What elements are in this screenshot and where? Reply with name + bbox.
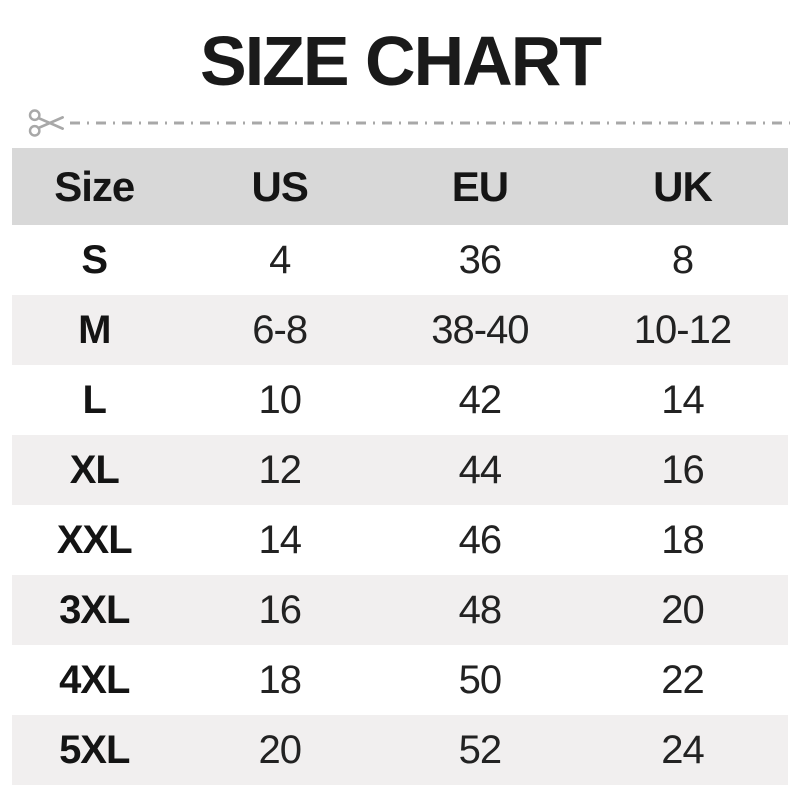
cell-us: 14 [258,517,302,562]
cell-eu: 36 [458,237,503,282]
cell-size: 4XL [59,657,130,702]
table-row-xxl: XXL 14 46 18 [12,505,788,575]
cell-size: 5XL [59,727,130,772]
cell-size: XL [69,447,120,492]
cell-eu: 38-40 [431,307,529,352]
cell-uk: 22 [661,657,705,702]
cell-eu: 50 [458,657,503,702]
cell-eu: 42 [458,377,503,422]
cell-us: 10 [258,377,302,422]
cell-uk: 8 [671,237,694,282]
cell-size: M [78,307,111,352]
cut-line [28,104,790,142]
cell-us: 16 [258,587,302,632]
header-us: US [176,148,383,225]
cell-size: 3XL [59,587,130,632]
cell-size: L [82,377,107,422]
cell-uk: 18 [661,517,705,562]
cell-eu: 44 [458,447,503,492]
cell-us: 4 [269,237,291,282]
table-row-xl: XL 12 44 16 [12,435,788,505]
cell-uk: 16 [661,447,705,492]
page-title: SIZE CHART [200,22,602,100]
cell-eu: 48 [458,587,503,632]
table-row-4xl: 4XL 18 50 22 [12,645,788,715]
header-eu: EU [382,148,577,225]
cell-us: 18 [258,657,302,702]
scissors-icon [28,109,64,137]
table-row-5xl: 5XL 20 52 24 [12,715,788,785]
cell-us: 6-8 [252,307,308,352]
cell-size: XXL [56,517,133,562]
cell-uk: 24 [661,727,705,772]
cell-eu: 52 [458,727,503,772]
header-size: Size [12,148,177,225]
table-row-3xl: 3XL 16 48 20 [12,575,788,645]
cell-size: S [81,237,108,282]
table-header-row: Size US EU UK [12,148,788,225]
cell-uk: 10-12 [633,307,732,352]
table-row-m: M 6-8 38-40 10-12 [12,295,788,365]
cell-uk: 14 [661,377,705,422]
table-row-s: S 4 36 8 [12,225,788,295]
cell-us: 12 [258,447,302,492]
cell-us: 20 [258,727,302,772]
dashed-cut-line [70,121,790,125]
cell-eu: 46 [458,517,503,562]
header-uk: UK [576,148,788,225]
cell-uk: 20 [661,587,705,632]
size-chart-table: Size US EU UK S 4 36 8 M 6-8 38-40 10-12… [12,148,788,785]
table-row-l: L 10 42 14 [12,365,788,435]
